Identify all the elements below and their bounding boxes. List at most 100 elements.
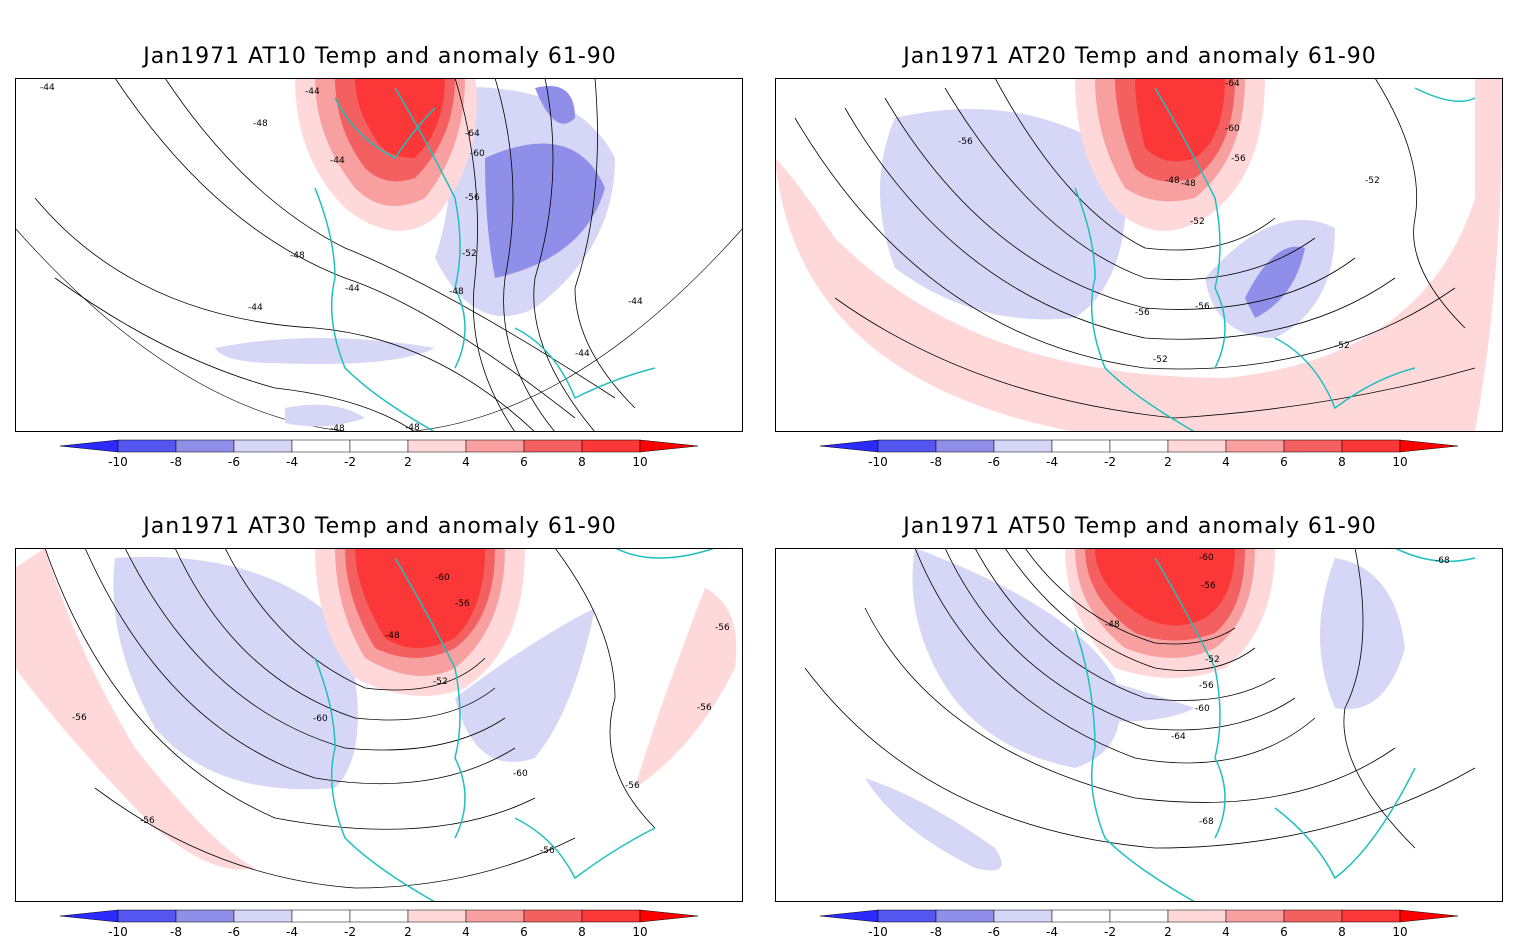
colorbar-swatch xyxy=(993,439,1053,453)
colorbar-label: -10 xyxy=(108,455,128,468)
contour-label: -60 xyxy=(313,714,328,724)
contour-labels: -60 -56 -48 -52 -56 -60 -64 -68 -68 xyxy=(1105,553,1450,827)
colorbar-label: -6 xyxy=(988,455,1000,468)
colorbar-under-arrow xyxy=(59,439,119,453)
colorbar-label: 2 xyxy=(404,925,412,938)
contour-label: -44 xyxy=(575,349,590,359)
colorbar-label: 10 xyxy=(1392,925,1407,938)
contour-label: -60 xyxy=(1195,704,1210,714)
map-at20: -64 -60 -56 -56 -48 -48 -52 -52 -56 -56 … xyxy=(775,78,1503,432)
colorbar-swatch xyxy=(1341,439,1401,453)
colorbar-label: 2 xyxy=(1164,455,1172,468)
colorbar: -10 -8 -6 -4 -2 2 4 6 8 10 xyxy=(819,909,1459,938)
colorbar-label: 4 xyxy=(1222,455,1230,468)
colorbar-label: -2 xyxy=(344,455,356,468)
colorbar-swatch xyxy=(233,909,293,923)
colorbar-label: 6 xyxy=(1280,925,1288,938)
contour-label: -44 xyxy=(305,87,320,97)
contour-label: -44 xyxy=(345,284,360,294)
colorbar-label: -8 xyxy=(170,925,182,938)
contour-labels: -44 -44 -48 -44 -64 -60 -56 -52 -48 -48 … xyxy=(40,83,643,432)
panel-title: Jan1971 AT50 Temp and anomaly 61-90 xyxy=(903,514,1377,539)
contour-label: -56 xyxy=(455,599,470,609)
colorbar-swatch xyxy=(1167,439,1227,453)
colorbar-under-arrow xyxy=(59,909,119,923)
contour-label: -56 xyxy=(1195,302,1210,312)
map-at50: -60 -56 -48 -52 -56 -60 -64 -68 -68 xyxy=(775,548,1503,902)
colorbar-over-arrow xyxy=(1399,439,1459,453)
colorbar-swatch xyxy=(877,909,937,923)
colorbar-label: -2 xyxy=(1104,925,1116,938)
contour-label: -52 xyxy=(1335,341,1350,351)
colorbar-swatch xyxy=(407,909,467,923)
colorbar-over-arrow xyxy=(639,439,699,453)
colorbar-swatch xyxy=(407,439,467,453)
contour-label: -56 xyxy=(1199,681,1214,691)
contour-label: -48 xyxy=(405,423,420,432)
colorbar-label: -4 xyxy=(286,455,298,468)
colorbar-swatch xyxy=(117,439,177,453)
colorbar-swatch xyxy=(175,439,235,453)
colorbar-swatch xyxy=(349,439,409,453)
colorbar-over-arrow xyxy=(1399,909,1459,923)
colorbar-label: -4 xyxy=(1046,455,1058,468)
colorbar-label: 6 xyxy=(1280,455,1288,468)
contour-label: -44 xyxy=(628,297,643,307)
colorbar-swatch xyxy=(175,909,235,923)
contour-label: -56 xyxy=(1135,308,1150,318)
contour-label: -52 xyxy=(433,677,448,687)
colorbar-label: -6 xyxy=(228,455,240,468)
colorbar-label: 6 xyxy=(520,925,528,938)
contour-label: -56 xyxy=(140,816,155,826)
colorbar-swatch xyxy=(291,909,351,923)
colorbar-label: 6 xyxy=(520,455,528,468)
colorbar-swatch xyxy=(1283,909,1343,923)
colorbar-swatch xyxy=(523,439,583,453)
colorbar-label: 4 xyxy=(1222,925,1230,938)
contour-label: -52 xyxy=(462,249,477,259)
colorbar-swatch xyxy=(877,439,937,453)
colorbar-swatch xyxy=(935,439,995,453)
contour-label: -56 xyxy=(72,713,87,723)
colorbar: -10 -8 -6 -4 -2 2 4 6 8 10 xyxy=(819,439,1459,468)
contour-label: -64 xyxy=(1171,732,1186,742)
colorbar-swatch xyxy=(1109,909,1169,923)
contour-label: -60 xyxy=(1199,553,1214,563)
colorbar-swatch xyxy=(1341,909,1401,923)
contour-label: -68 xyxy=(1199,817,1214,827)
colorbar-label: -6 xyxy=(228,925,240,938)
contour-label: -48 xyxy=(330,424,345,432)
colorbar-label: -2 xyxy=(1104,455,1116,468)
colorbar-swatch xyxy=(291,439,351,453)
contour-label: -68 xyxy=(1435,556,1450,566)
colorbar-swatch xyxy=(1051,439,1111,453)
colorbar-swatch xyxy=(233,439,293,453)
colorbar-swatch xyxy=(935,909,995,923)
colorbar-label: -8 xyxy=(930,455,942,468)
colorbar: -10 -8 -6 -4 -2 2 4 6 8 10 xyxy=(59,909,699,938)
colorbar-swatch xyxy=(117,909,177,923)
contour-label: -44 xyxy=(248,303,263,313)
map-at10: -44 -44 -48 -44 -64 -60 -56 -52 -48 -48 … xyxy=(15,78,743,432)
colorbar-under-arrow xyxy=(819,909,879,923)
contour-label: -48 xyxy=(449,287,464,297)
colorbar-swatch xyxy=(349,909,409,923)
colorbar-swatch xyxy=(465,909,525,923)
contour-label: -56 xyxy=(697,703,712,713)
panel-at10: Jan1971 AT10 Temp and anomaly 61-90 xyxy=(0,0,760,470)
colorbar-swatch xyxy=(523,909,583,923)
contour-label: -48 xyxy=(1105,620,1120,630)
colorbar-swatch xyxy=(581,439,641,453)
panel-at30: Jan1971 AT30 Temp and anomaly 61-90 -60 xyxy=(0,470,760,940)
contour-labels: -60 -56 -48 -52 -60 -56 -56 -56 -60 -56 … xyxy=(72,573,730,856)
contour-label: -56 xyxy=(625,781,640,791)
colorbar-swatch xyxy=(1283,439,1343,453)
contour-label: -44 xyxy=(40,83,55,93)
contour-label: -48 xyxy=(253,119,268,129)
colorbar-label: 8 xyxy=(1338,925,1346,938)
contour-labels: -64 -60 -56 -56 -48 -48 -52 -52 -56 -56 … xyxy=(958,79,1380,365)
contour-label: -56 xyxy=(1231,154,1246,164)
colorbar-swatch xyxy=(993,909,1053,923)
contour-label: -48 xyxy=(1181,179,1196,189)
colorbar-label: 2 xyxy=(404,455,412,468)
